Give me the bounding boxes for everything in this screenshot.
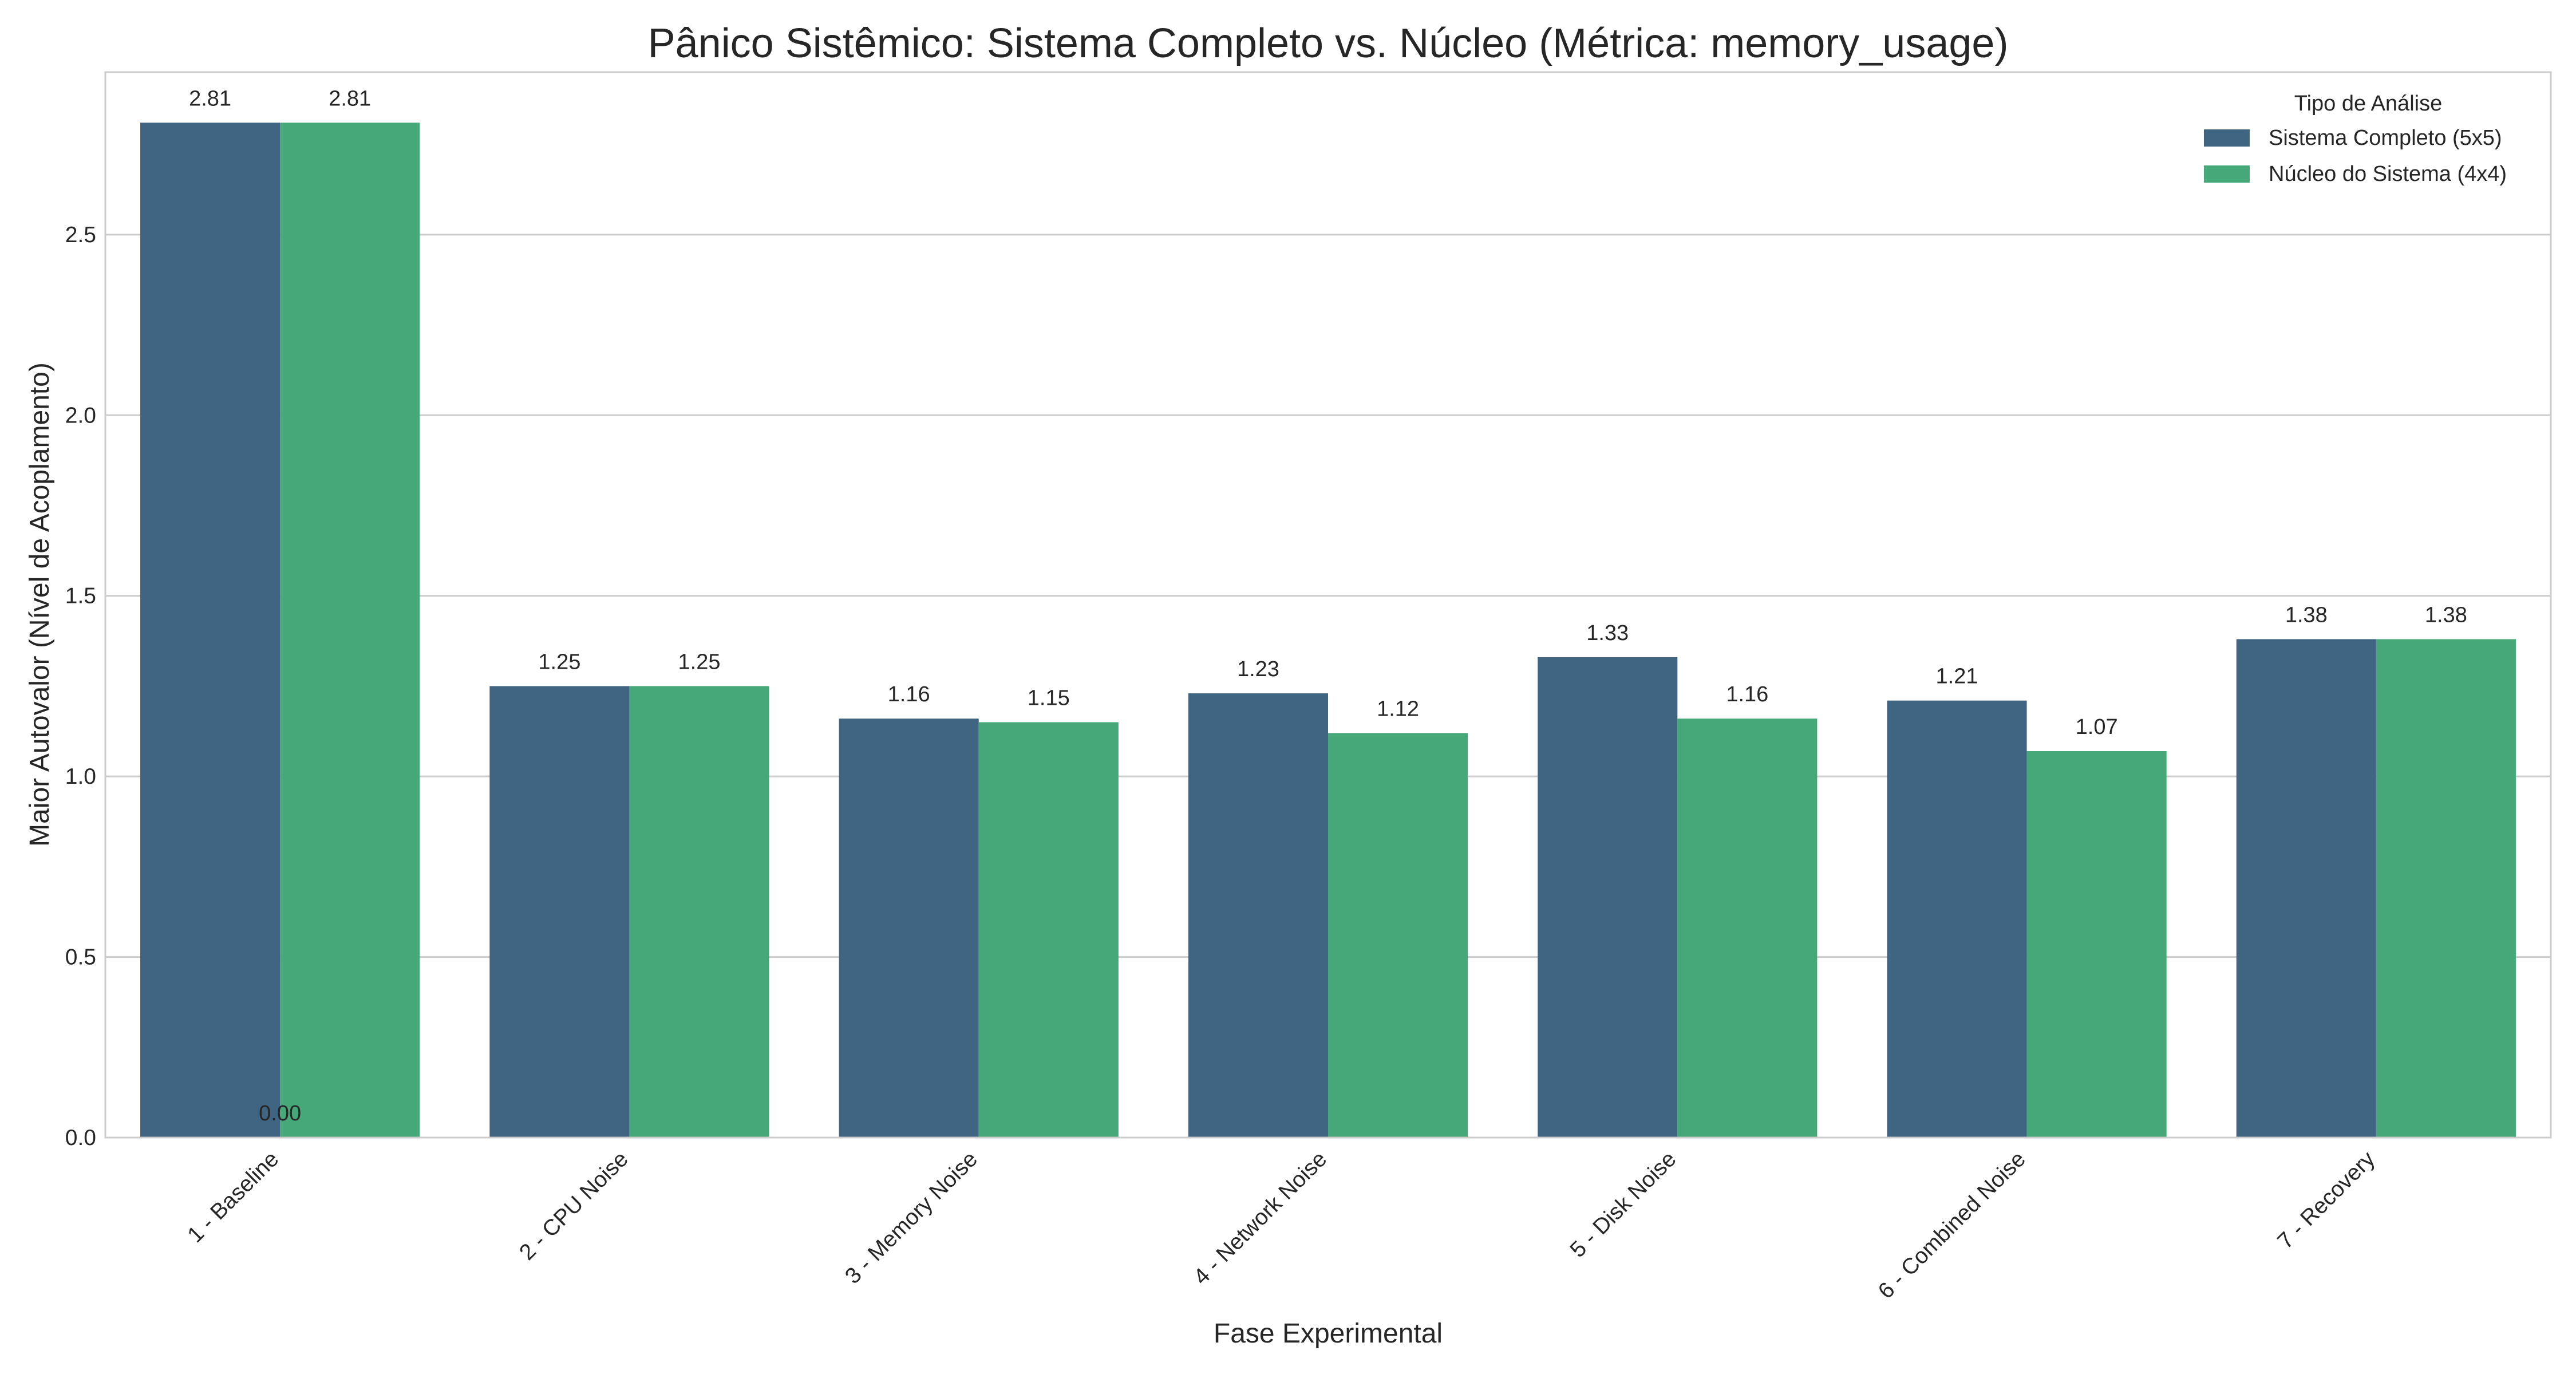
- bar: [2236, 639, 2376, 1138]
- x-tick-label: 4 - Network Noise: [1189, 1147, 1332, 1290]
- bar: [280, 123, 420, 1138]
- plot-frame: [104, 71, 2552, 1139]
- bar-value-label: 1.38: [2425, 603, 2467, 627]
- bar-value-label: 1.16: [888, 682, 930, 706]
- x-tick-label: 5 - Disk Noise: [1566, 1147, 1681, 1262]
- bar-value-label: 1.25: [538, 650, 580, 674]
- bar-value-label: 2.81: [329, 86, 371, 110]
- bar: [1538, 657, 1678, 1138]
- bars-layer: [140, 123, 2516, 1138]
- x-tick-label: 3 - Memory Noise: [840, 1147, 982, 1289]
- bar: [2376, 639, 2516, 1138]
- legend-title: Tipo de Análise: [2294, 92, 2442, 116]
- legend-swatch: [2204, 129, 2250, 147]
- y-tick-label: 0.0: [65, 1126, 96, 1150]
- bar-value-label: 1.25: [678, 650, 721, 674]
- bar-value-label: 2.81: [189, 86, 231, 110]
- bar-value-label: 1.38: [2285, 603, 2328, 627]
- bar-labels-layer: 2.81 2.81 1.25 1.25 1.16 1.15 1.23 1.12 1.33 1.16…: [189, 86, 2467, 1126]
- bar: [629, 686, 769, 1138]
- x-axis-label: Fase Experimental: [1214, 1318, 1443, 1349]
- legend-swatch: [2204, 165, 2250, 183]
- x-tick-label: 6 - Combined Noise: [1874, 1147, 2030, 1304]
- bar-value-label: 1.07: [2076, 715, 2118, 739]
- bar: [1677, 718, 1818, 1138]
- bar-value-label: 1.16: [1726, 682, 1768, 706]
- bar-value-label: 0.00: [259, 1101, 301, 1126]
- y-tick-label: 2.0: [65, 403, 96, 428]
- bar: [140, 123, 280, 1138]
- x-tick-label: 2 - CPU Noise: [515, 1147, 633, 1265]
- bar-value-label: 1.23: [1237, 657, 1279, 681]
- bar: [1188, 693, 1328, 1138]
- bar-value-label: 1.21: [1936, 665, 1978, 689]
- y-tick-label: 2.5: [65, 223, 96, 247]
- y-axis-label: Maior Autovalor (Nível de Acoplamento): [25, 362, 55, 847]
- bar: [1328, 733, 1468, 1138]
- bar: [839, 718, 979, 1138]
- legend-entry-label: Núcleo do Sistema (4x4): [2269, 162, 2507, 186]
- x-tick-label: 1 - Baseline: [183, 1147, 283, 1247]
- bar: [2026, 751, 2167, 1138]
- chart-title: Pânico Sistêmico: Sistema Completo vs. N…: [648, 21, 2009, 66]
- y-tick-label: 0.5: [65, 945, 96, 970]
- y-tick-labels: 0.0 0.5 1.0 1.5 2.0 2.5: [65, 223, 96, 1150]
- bar: [489, 686, 630, 1138]
- x-tick-label: 7 - Recovery: [2273, 1147, 2380, 1254]
- bar: [978, 722, 1119, 1138]
- legend-items: Sistema Completo (5x5) Núcleo do Sistema …: [2204, 126, 2507, 186]
- x-tick-labels: 1 - Baseline 2 - CPU Noise 3 - Memory Nois…: [183, 1147, 2380, 1304]
- bar-value-label: 1.33: [1586, 621, 1629, 645]
- y-tick-label: 1.5: [65, 584, 96, 609]
- bar: [1887, 700, 2027, 1138]
- bar-value-label: 1.15: [1028, 686, 1070, 710]
- legend: Tipo de Análise Sistema Completo (5x5) Nú…: [2204, 92, 2507, 186]
- legend-entry-label: Sistema Completo (5x5): [2269, 126, 2502, 150]
- bar-value-label: 1.12: [1377, 697, 1419, 721]
- y-tick-label: 1.0: [65, 764, 96, 789]
